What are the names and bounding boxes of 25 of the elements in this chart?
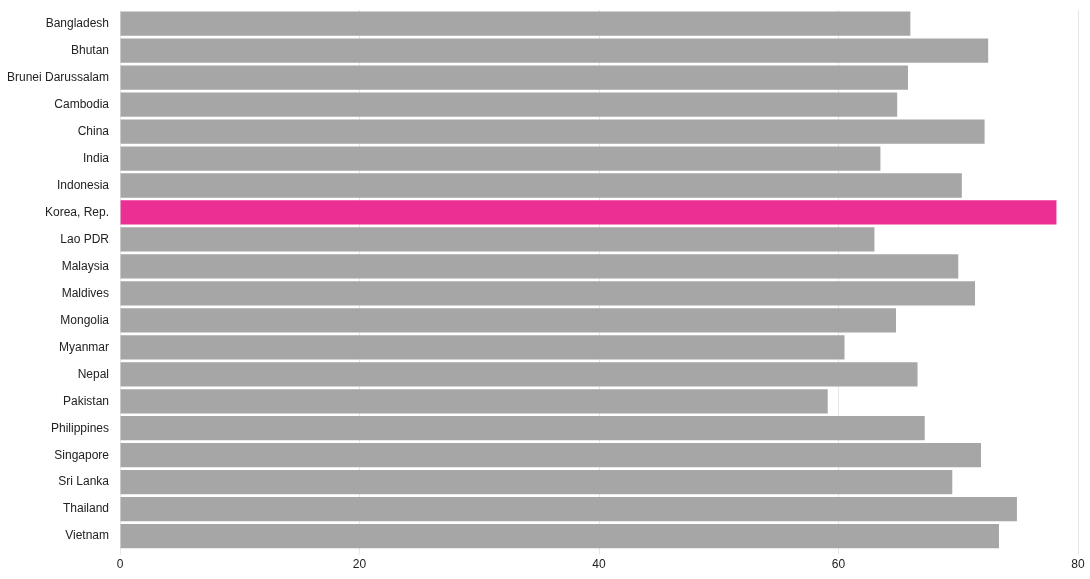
y-tick-label: Pakistan xyxy=(63,393,110,408)
x-tick-label: 20 xyxy=(352,557,367,572)
y-tick-label: Lao PDR xyxy=(60,231,110,246)
x-tick-label: 0 xyxy=(116,557,124,572)
y-tick-label: Mongolia xyxy=(60,312,110,327)
y-tick-label: Maldives xyxy=(61,285,110,300)
y-tick-label: India xyxy=(83,150,110,165)
x-tick-label: 80 xyxy=(1071,557,1085,572)
y-tick-label: Bangladesh xyxy=(45,16,110,30)
y-tick-label: Nepal xyxy=(77,366,110,381)
y-tick-label: Philippines xyxy=(50,420,110,435)
y-tick-label: China xyxy=(77,123,110,138)
y-tick-label: Korea, Rep. xyxy=(44,204,110,219)
y-tick-label: Singapore xyxy=(54,447,110,462)
y-tick-label: Cambodia xyxy=(54,96,110,111)
y-tick-label: Indonesia xyxy=(56,177,110,192)
y-tick-label: Bhutan xyxy=(70,42,110,57)
x-tick-label: 40 xyxy=(592,557,607,572)
y-tick-label: Sri Lanka xyxy=(58,474,110,489)
x-tick-label: 60 xyxy=(831,557,846,572)
y-tick-label: Brunei Darussalam xyxy=(6,69,110,84)
y-tick-label: Thailand xyxy=(63,501,110,516)
y-tick-label: Myanmar xyxy=(59,339,110,354)
y-tick-label: Vietnam xyxy=(65,528,110,543)
y-tick-label: Malaysia xyxy=(61,258,110,273)
